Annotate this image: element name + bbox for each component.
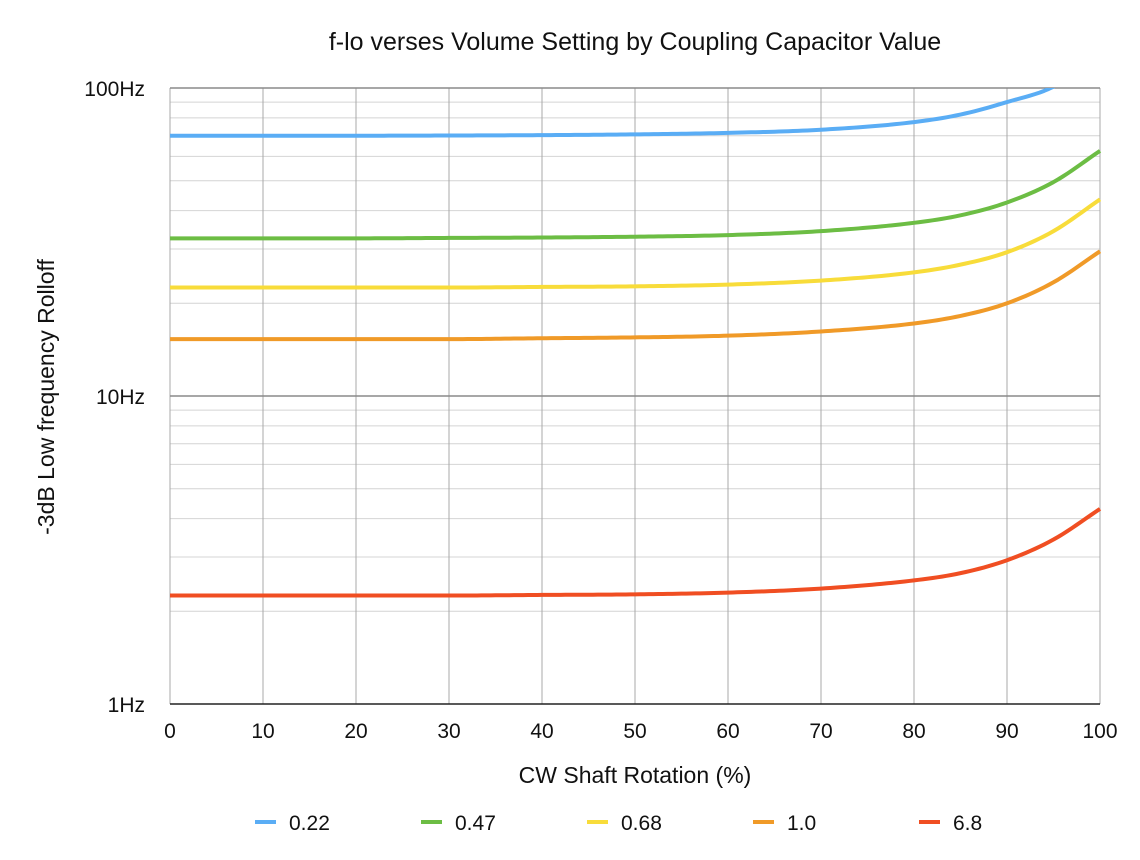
series-line-0.47 — [170, 149, 1102, 241]
x-tick-label: 30 — [437, 720, 460, 743]
x-tick-labels: 0 10 20 30 40 50 60 70 80 90 100 — [164, 720, 1117, 743]
series-line-6.8 — [170, 507, 1102, 598]
x-tick-label: 80 — [902, 720, 925, 743]
series-line-1.0 — [170, 249, 1102, 342]
x-tick-label: 0 — [164, 720, 176, 743]
x-tick-label: 10 — [251, 720, 274, 743]
x-tick-label: 20 — [344, 720, 367, 743]
series-line-0.22 — [170, 88, 1056, 138]
y-axis-title: -3dB Low frequency Rolloff — [33, 259, 59, 535]
legend-label: 0.47 — [455, 812, 496, 835]
x-tick-label: 60 — [716, 720, 739, 743]
y-tick-labels: 1Hz 10Hz 100Hz — [84, 78, 145, 717]
legend-label: 0.68 — [621, 812, 662, 835]
series-line-0.68 — [170, 197, 1102, 290]
chart-title: f-lo verses Volume Setting by Coupling C… — [329, 28, 941, 56]
x-tick-label: 90 — [995, 720, 1018, 743]
y-tick-label: 1Hz — [108, 694, 145, 717]
x-tick-label: 40 — [530, 720, 553, 743]
x-tick-label: 100 — [1082, 720, 1117, 743]
x-tick-label: 70 — [809, 720, 832, 743]
legend-label: 0.22 — [289, 812, 330, 835]
legend: 0.22 0.47 0.68 1.0 6.8 — [255, 812, 982, 835]
legend-label: 1.0 — [787, 812, 816, 835]
y-tick-label: 100Hz — [84, 78, 145, 101]
x-tick-label: 50 — [623, 720, 646, 743]
x-axis-title: CW Shaft Rotation (%) — [519, 762, 752, 788]
legend-label: 6.8 — [953, 812, 982, 835]
major-gridlines — [169, 87, 1101, 704]
y-tick-label: 10Hz — [96, 386, 145, 409]
series-lines — [170, 88, 1102, 598]
